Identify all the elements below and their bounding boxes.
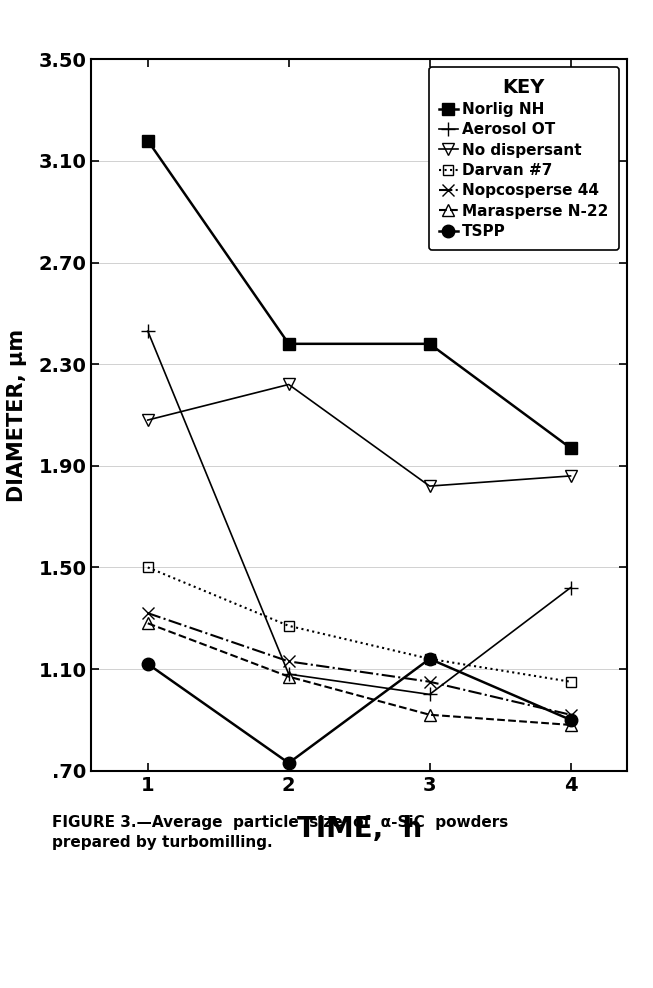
No dispersant	[567, 470, 575, 482]
Nopcosperse 44	[285, 655, 293, 667]
Darvan #7	[567, 676, 575, 688]
No dispersant	[426, 480, 434, 492]
Line: Aerosol OT: Aerosol OT	[141, 324, 577, 701]
Aerosol OT	[567, 582, 575, 594]
Aerosol OT	[426, 689, 434, 700]
Line: Norlig NH: Norlig NH	[142, 135, 576, 453]
Y-axis label: DIAMETER, μm: DIAMETER, μm	[7, 328, 27, 502]
Darvan #7	[285, 619, 293, 631]
Norlig NH	[285, 338, 293, 350]
Line: TSPP: TSPP	[142, 653, 577, 770]
Aerosol OT	[144, 325, 151, 337]
Norlig NH	[144, 134, 151, 146]
Line: Marasperse N-22: Marasperse N-22	[142, 618, 576, 730]
Aerosol OT	[285, 668, 293, 680]
Norlig NH	[426, 338, 434, 350]
TSPP	[285, 757, 293, 769]
No dispersant	[144, 414, 151, 426]
Legend: Norlig NH, Aerosol OT, No dispersant, Darvan #7, Nopcosperse 44, Marasperse N-22: Norlig NH, Aerosol OT, No dispersant, Da…	[428, 67, 619, 250]
Marasperse N-22	[285, 671, 293, 683]
Nopcosperse 44	[144, 608, 151, 619]
Line: Darvan #7: Darvan #7	[143, 562, 575, 687]
Text: FIGURE 3.—Average  particle  size  of  α-SiC  powders: FIGURE 3.—Average particle size of α-SiC…	[52, 815, 509, 830]
No dispersant	[285, 378, 293, 390]
TSPP	[144, 658, 151, 670]
Marasperse N-22	[426, 708, 434, 720]
TSPP	[426, 653, 434, 665]
Norlig NH	[567, 442, 575, 453]
Marasperse N-22	[144, 618, 151, 629]
Marasperse N-22	[567, 719, 575, 731]
Line: No dispersant: No dispersant	[142, 378, 577, 492]
Darvan #7	[426, 653, 434, 665]
Line: Nopcosperse 44: Nopcosperse 44	[142, 607, 577, 721]
Text: prepared by turbomilling.: prepared by turbomilling.	[52, 835, 273, 850]
TSPP	[567, 714, 575, 726]
Nopcosperse 44	[426, 676, 434, 688]
X-axis label: TIME,  h: TIME, h	[296, 815, 422, 844]
Nopcosperse 44	[567, 708, 575, 720]
Darvan #7	[144, 561, 151, 573]
